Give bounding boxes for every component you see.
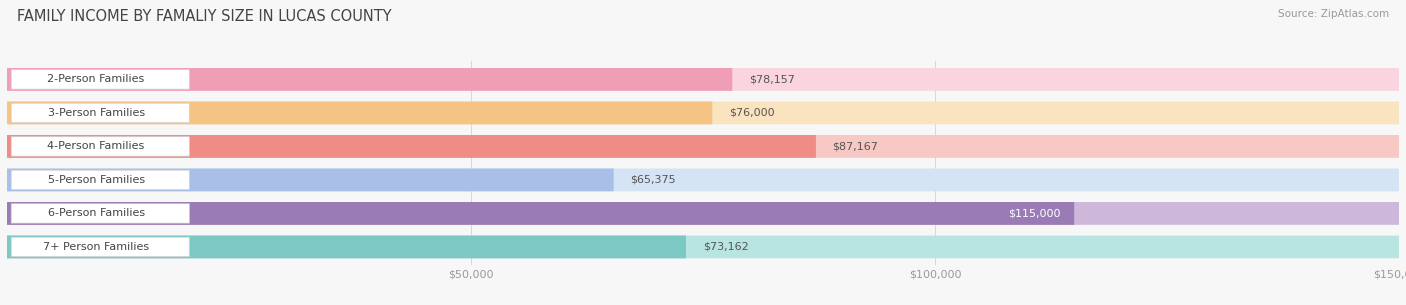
FancyBboxPatch shape <box>7 202 1399 225</box>
Text: Source: ZipAtlas.com: Source: ZipAtlas.com <box>1278 9 1389 19</box>
Text: 5-Person Families: 5-Person Families <box>48 175 145 185</box>
FancyBboxPatch shape <box>11 137 190 156</box>
Text: $65,375: $65,375 <box>630 175 676 185</box>
FancyBboxPatch shape <box>7 169 1399 191</box>
Text: $78,157: $78,157 <box>749 74 794 84</box>
FancyBboxPatch shape <box>7 135 1399 158</box>
Text: 7+ Person Families: 7+ Person Families <box>44 242 149 252</box>
FancyBboxPatch shape <box>7 68 1399 91</box>
FancyBboxPatch shape <box>11 237 190 257</box>
Text: FAMILY INCOME BY FAMALIY SIZE IN LUCAS COUNTY: FAMILY INCOME BY FAMALIY SIZE IN LUCAS C… <box>17 9 391 24</box>
FancyBboxPatch shape <box>7 102 713 124</box>
FancyBboxPatch shape <box>7 102 1399 124</box>
Text: 4-Person Families: 4-Person Families <box>48 142 145 151</box>
FancyBboxPatch shape <box>7 202 1074 225</box>
FancyBboxPatch shape <box>11 170 190 190</box>
FancyBboxPatch shape <box>7 68 733 91</box>
FancyBboxPatch shape <box>11 103 190 123</box>
FancyBboxPatch shape <box>7 169 613 191</box>
Text: $115,000: $115,000 <box>1008 208 1060 218</box>
Text: $87,167: $87,167 <box>832 142 879 151</box>
FancyBboxPatch shape <box>7 235 1399 258</box>
Text: $73,162: $73,162 <box>703 242 748 252</box>
Text: 2-Person Families: 2-Person Families <box>48 74 145 84</box>
FancyBboxPatch shape <box>11 204 190 223</box>
FancyBboxPatch shape <box>7 135 815 158</box>
Text: 3-Person Families: 3-Person Families <box>48 108 145 118</box>
Text: $76,000: $76,000 <box>728 108 775 118</box>
FancyBboxPatch shape <box>7 235 686 258</box>
Text: 6-Person Families: 6-Person Families <box>48 208 145 218</box>
FancyBboxPatch shape <box>11 70 190 89</box>
